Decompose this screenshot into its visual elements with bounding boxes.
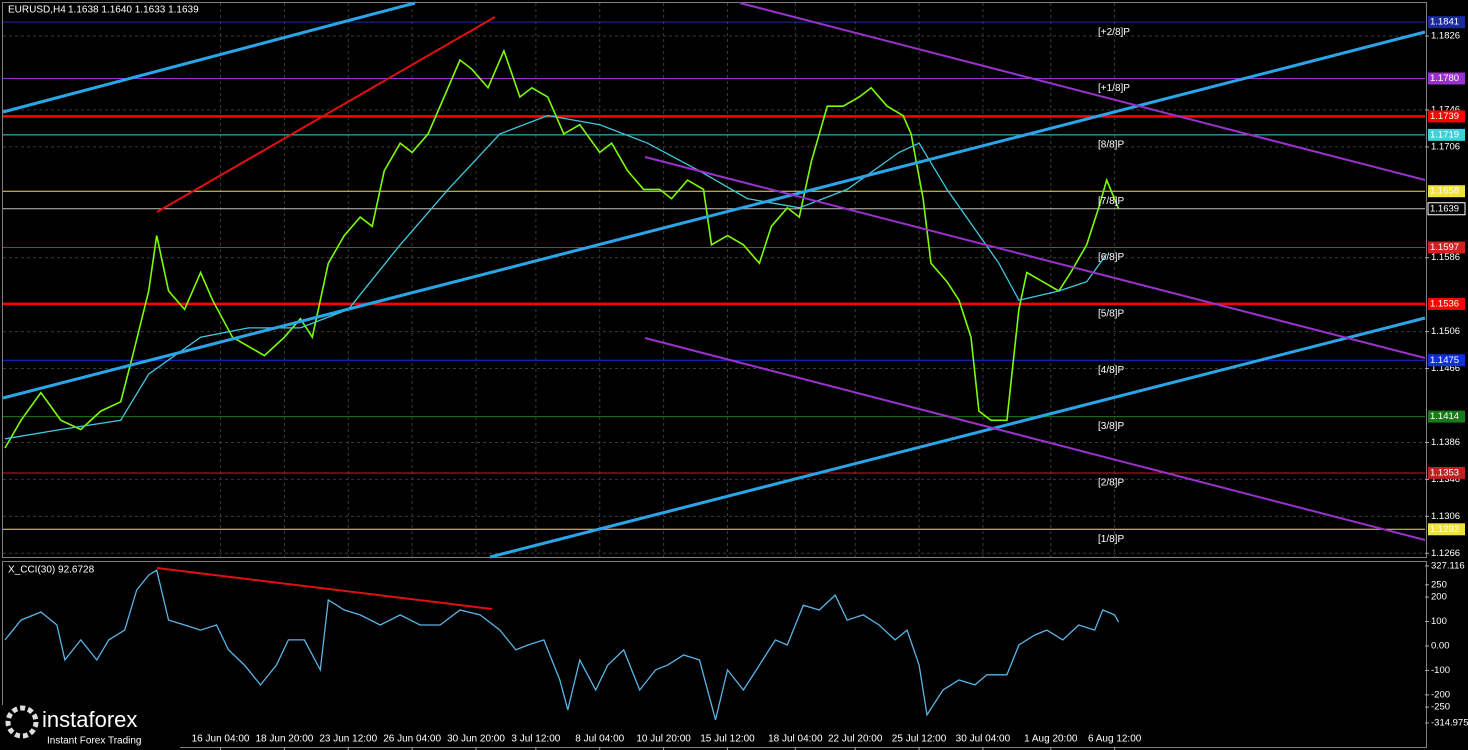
data-line xyxy=(4,48,1120,449)
y-tick-label: 1.1826 xyxy=(1431,31,1460,42)
price-label: 1.1536 xyxy=(1430,298,1459,309)
trend-line xyxy=(2,1,416,114)
y-tick-label: 1.1266 xyxy=(1431,548,1460,559)
x-tick-label: 22 Jul 20:00 xyxy=(828,734,883,745)
x-tick-label: 1 Aug 20:00 xyxy=(1024,734,1078,745)
trend-line xyxy=(2,30,1426,400)
price-label-box xyxy=(1428,297,1465,310)
price-label-box xyxy=(1427,202,1466,216)
price-label: 1.1841 xyxy=(1430,17,1459,28)
level-name: [5/8]P xyxy=(1098,309,1124,320)
price-label: 1.1639 xyxy=(1430,203,1459,214)
level-name: [4/8]P xyxy=(1098,365,1124,376)
y-tick-label: 1.1386 xyxy=(1431,437,1460,448)
y-tick-label: 1.1586 xyxy=(1431,252,1460,263)
price-label-box xyxy=(1428,16,1465,29)
divergence-line xyxy=(156,567,493,610)
axes: 1.1826 1.1746 1.1706 1.1586 1.1506 1.1466 1.13… xyxy=(192,16,1468,750)
x-tick-label: 8 Jul 04:00 xyxy=(575,734,624,745)
level-name: [3/8]P xyxy=(1098,421,1124,432)
y-tick-label: 1.1706 xyxy=(1431,141,1460,152)
price-label-box xyxy=(1428,185,1465,198)
logo: instaforex Instant Forex Trading xyxy=(0,705,180,750)
logo-brand: instaforex xyxy=(42,707,137,732)
price-label-box xyxy=(1428,128,1465,141)
price-label: 1.1597 xyxy=(1430,242,1459,253)
price-label: 1.1292 xyxy=(1430,524,1459,535)
x-tick-label: 30 Jul 04:00 xyxy=(956,734,1011,745)
moving-average xyxy=(4,114,1108,440)
x-tick-label: 26 Jun 04:00 xyxy=(383,734,441,745)
y-tick-label: 1.1506 xyxy=(1431,326,1460,337)
cci-title: X_CCI(30) 92.6728 xyxy=(8,565,95,576)
logo-tagline: Instant Forex Trading xyxy=(47,736,142,747)
price-label-box xyxy=(1428,523,1465,536)
price-label-box xyxy=(1428,110,1465,123)
x-tick-label: 23 Jun 12:00 xyxy=(319,734,377,745)
price-label-box xyxy=(1428,72,1465,85)
cci-frame xyxy=(2,561,1427,748)
trend-line xyxy=(156,16,496,213)
x-tick-label: 30 Jun 20:00 xyxy=(447,734,505,745)
price-label: 1.1739 xyxy=(1430,111,1459,122)
y-tick-label: 200 xyxy=(1431,592,1447,603)
logo-icon xyxy=(5,705,39,739)
level-name: [6/8]P xyxy=(1098,252,1124,263)
x-tick-label: 18 Jun 20:00 xyxy=(255,734,313,745)
price-label-box xyxy=(1428,410,1465,423)
price-label: 1.1658 xyxy=(1430,186,1459,197)
channel-line xyxy=(644,156,1426,359)
y-tick-label: 327.116 xyxy=(1431,561,1465,572)
y-tick-label: 250 xyxy=(1431,579,1447,590)
y-tick-label: 1.1346 xyxy=(1431,474,1460,485)
data-line xyxy=(4,569,1120,720)
trend-lines xyxy=(2,1,1426,610)
quote: 1.1638 1.1640 1.1633 1.1639 xyxy=(68,5,199,16)
channel-line xyxy=(739,2,1426,181)
y-tick-label: -314.975 xyxy=(1431,718,1468,729)
x-tick-label: 18 Jul 04:00 xyxy=(768,734,823,745)
price-label: 1.1780 xyxy=(1430,73,1459,84)
y-tick-label: 100 xyxy=(1431,616,1447,627)
level-name: [8/8]P xyxy=(1098,140,1124,151)
y-tick-label: -250 xyxy=(1431,702,1450,713)
price-label-box xyxy=(1428,466,1465,479)
x-tick-label: 3 Jul 12:00 xyxy=(511,734,560,745)
y-tick-label: 1.1306 xyxy=(1431,511,1460,522)
x-tick-label: 15 Jul 12:00 xyxy=(700,734,755,745)
level-name: [2/8]P xyxy=(1098,478,1124,489)
x-tick-label: 6 Aug 12:00 xyxy=(1088,734,1142,745)
symbol: EURUSD,H4 xyxy=(8,5,66,16)
y-tick-label: -200 xyxy=(1431,689,1450,700)
main-frame xyxy=(2,2,1427,558)
level-name: [7/8]P xyxy=(1098,196,1124,207)
x-tick-label: 16 Jun 04:00 xyxy=(192,734,250,745)
trend-line xyxy=(489,316,1426,559)
price-label: 1.1353 xyxy=(1430,467,1459,478)
price-label: 1.1719 xyxy=(1430,129,1459,140)
x-tick-label: 10 Jul 20:00 xyxy=(636,734,691,745)
y-tick-label: -100 xyxy=(1431,665,1450,676)
y-tick-label: 1.1466 xyxy=(1431,363,1460,374)
channel-line xyxy=(644,337,1426,541)
price-label-box xyxy=(1428,241,1465,254)
level-name: [1/8]P xyxy=(1098,534,1124,545)
y-tick-label: 0.00 xyxy=(1431,640,1450,651)
price-label: 1.1414 xyxy=(1430,411,1459,422)
y-tick-label: 1.1746 xyxy=(1431,104,1460,115)
price-label-box xyxy=(1428,354,1465,367)
level-name: [+2/8]P xyxy=(1098,27,1130,38)
x-tick-label: 25 Jul 12:00 xyxy=(892,734,947,745)
level-name: [+1/8]P xyxy=(1098,83,1130,94)
price-label: 1.1475 xyxy=(1430,355,1459,366)
